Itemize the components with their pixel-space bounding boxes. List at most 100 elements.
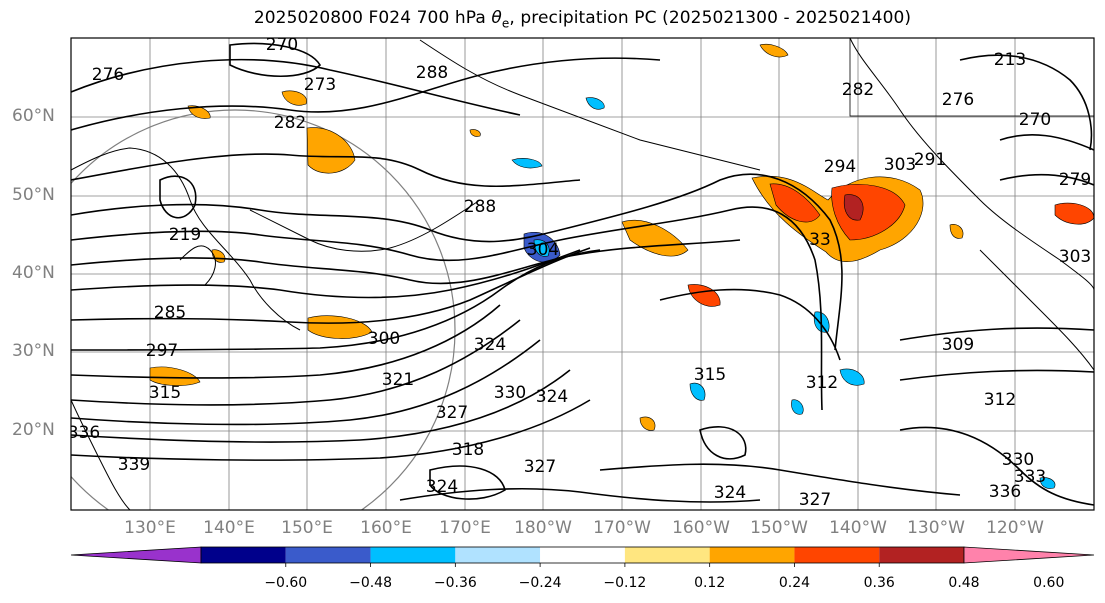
contour-label: 339: [118, 455, 150, 475]
colorbar-label: −0.48: [349, 575, 392, 591]
contour-label: 315: [694, 365, 726, 385]
precip-blob: [307, 315, 373, 339]
lon-label: 170°W: [593, 518, 651, 538]
theta-e-contour: [71, 339, 541, 426]
lon-label: 150°W: [750, 518, 808, 538]
coastline: [179, 245, 216, 286]
contour-label: 330: [1002, 450, 1034, 470]
colorbar-segment: [370, 547, 456, 563]
coastlines: [71, 38, 1094, 510]
theta-e-contour: [699, 426, 747, 460]
negative-anomaly: [791, 399, 804, 415]
negative-anomaly: [839, 368, 865, 386]
contour-label: 327: [799, 490, 831, 510]
precip-blob: [469, 129, 481, 137]
lat-label: 20°N: [12, 420, 55, 440]
precip-blob: [621, 220, 689, 257]
colorbar-label: 0.36: [863, 575, 895, 591]
lat-label: 30°N: [12, 341, 55, 361]
colorbar-segment: [794, 547, 880, 563]
contour-label: 324: [536, 387, 568, 407]
theta-e-contour: [71, 249, 601, 351]
lat-label: 40°N: [12, 263, 55, 283]
contour-label: 213: [994, 50, 1026, 70]
contour-label: 330: [494, 383, 526, 403]
contour-label: 288: [464, 197, 496, 217]
theta-e-contour: [959, 54, 1093, 151]
negative-anomaly: [1039, 477, 1056, 489]
contour-label: 273: [304, 75, 336, 95]
colorbar-label: 0.12: [694, 575, 726, 591]
theta-e-contour: [899, 426, 1094, 506]
coastline: [419, 39, 761, 171]
precip-blob: [306, 127, 356, 174]
contour-label: 300: [368, 329, 400, 349]
precipitation-shading: [149, 43, 1094, 489]
contour-label: 336: [989, 482, 1021, 502]
lon-label: 180°W: [514, 518, 572, 538]
precip-blob: [687, 284, 721, 307]
colorbar-segment: [285, 547, 371, 563]
contour-label: 276: [92, 65, 124, 85]
lon-label: 140°W: [829, 518, 887, 538]
contour-label: 303: [884, 155, 916, 175]
theta-e-contour: [599, 463, 961, 496]
colorbar-segment: [624, 547, 710, 563]
precip-blob: [639, 416, 656, 431]
contour-label: 303: [1059, 247, 1091, 267]
theta-e-contour: [71, 239, 741, 285]
contour-label: 270: [266, 35, 298, 55]
lon-label: 130°E: [124, 518, 176, 538]
theta-e-contour: [71, 57, 661, 131]
coastline: [979, 249, 1094, 371]
theta-e-contour: [71, 399, 591, 461]
theta-e-contour: [659, 288, 841, 361]
lon-label: 130°W: [907, 518, 965, 538]
theta-e-contour: [229, 42, 322, 78]
contour-label: 321: [382, 370, 414, 390]
precip-core: [769, 183, 821, 223]
lat-label: 50°N: [12, 185, 55, 205]
precip-blob: [149, 366, 201, 386]
colorbar-label: 0.60: [1033, 575, 1065, 591]
colorbar-label: −0.36: [433, 575, 477, 591]
theta-e-contour: [71, 173, 843, 351]
theta-e-contour: [71, 206, 823, 411]
contour-label: 282: [842, 80, 874, 100]
contour-label: 276: [942, 90, 974, 110]
theta-e-contour: [159, 175, 197, 219]
theta-e-contour: [999, 134, 1094, 151]
contour-label: 324: [426, 477, 458, 497]
contour-label: 315: [149, 383, 181, 403]
contour-label: 297: [146, 341, 178, 361]
contour-label: 288: [416, 63, 448, 83]
colorbar-label: −0.24: [518, 575, 562, 591]
theta-e-contour: [999, 173, 1094, 186]
contour-label: 279: [1059, 170, 1091, 190]
contour-label: 294: [824, 157, 856, 177]
theta-e-contour: [899, 327, 1094, 341]
lon-label: 140°E: [203, 518, 255, 538]
lon-label: 170°E: [439, 518, 491, 538]
contour-label: 312: [806, 373, 838, 393]
precip-blob: [759, 43, 789, 58]
theta-e-contour: [899, 369, 1094, 381]
contour-label: 324: [474, 335, 506, 355]
contour-labels: 270 276 273 288 282 213 276 270 282 279 294 288 303 3…: [68, 35, 1091, 510]
contour-label: 336: [68, 423, 100, 443]
coastline: [849, 38, 1094, 291]
coastline: [71, 399, 131, 510]
contour-label: 282: [274, 113, 306, 133]
contour-label: 312: [984, 390, 1016, 410]
coastline: [71, 147, 301, 331]
lon-label: 160°W: [672, 518, 730, 538]
colorbar-label: −0.12: [603, 575, 647, 591]
lon-label: 160°E: [360, 518, 412, 538]
theta-e-contour: [71, 58, 521, 116]
precip-max: [843, 194, 864, 221]
theta-e-contours: [71, 42, 1094, 506]
lat-label: 60°N: [12, 106, 55, 126]
colorbar-segment: [455, 547, 541, 563]
contour-label: 291: [914, 150, 946, 170]
